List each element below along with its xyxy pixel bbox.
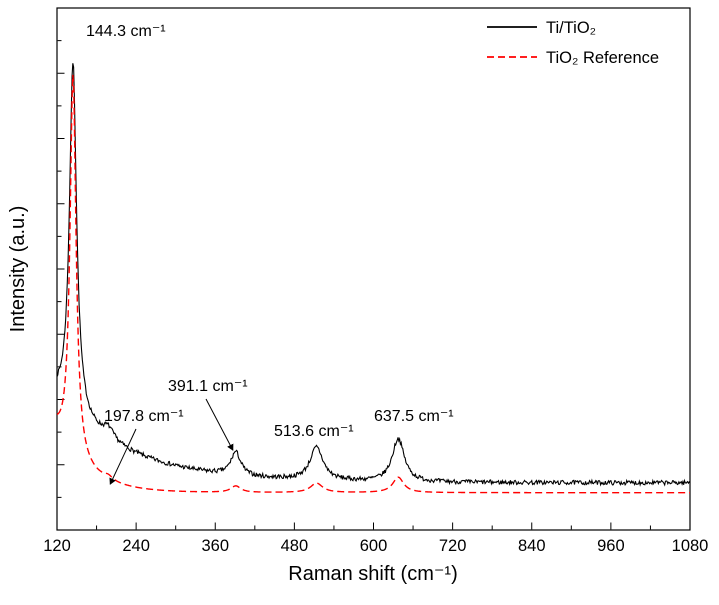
y-axis-title: Intensity (a.u.) bbox=[7, 206, 29, 333]
x-tick-labels: 120 240 360 480 600 720 840 960 1080 bbox=[43, 537, 708, 555]
peak-label-637-5: 637.5 cm⁻¹ bbox=[374, 408, 454, 425]
legend: Ti/TiO₂ TiO₂ Reference bbox=[487, 19, 659, 67]
x-tick-label: 120 bbox=[43, 537, 71, 555]
plot-frame bbox=[56, 7, 691, 531]
x-tick-label: 840 bbox=[518, 537, 546, 555]
series-line-1 bbox=[56, 74, 690, 494]
annotation-arrow-1 bbox=[109, 428, 137, 485]
x-tick-label: 1080 bbox=[672, 537, 709, 555]
x-tick-label: 960 bbox=[597, 537, 625, 555]
annotation-arrow-2 bbox=[205, 398, 234, 451]
axis-ticks bbox=[56, 40, 691, 530]
peak-label-513-6: 513.6 cm⁻¹ bbox=[274, 423, 354, 440]
annotation-arrows bbox=[109, 398, 234, 485]
series-line-0 bbox=[56, 63, 691, 487]
x-tick-label: 240 bbox=[122, 537, 150, 555]
x-axis-title: Raman shift (cm⁻¹) bbox=[288, 563, 457, 585]
peak-annotations: 144.3 cm⁻¹ 197.8 cm⁻¹ 391.1 cm⁻¹ 513.6 c… bbox=[86, 23, 454, 440]
legend-label-ti-tio2: Ti/TiO₂ bbox=[546, 19, 596, 37]
peak-label-197-8: 197.8 cm⁻¹ bbox=[104, 408, 184, 425]
x-tick-label: 720 bbox=[439, 537, 467, 555]
x-tick-label: 480 bbox=[281, 537, 309, 555]
peak-label-391-1: 391.1 cm⁻¹ bbox=[168, 378, 248, 395]
peak-label-144-3: 144.3 cm⁻¹ bbox=[86, 23, 166, 40]
x-tick-label: 360 bbox=[201, 537, 229, 555]
x-tick-label: 600 bbox=[360, 537, 388, 555]
spectra-curves bbox=[56, 63, 691, 494]
legend-label-tio2-reference: TiO₂ Reference bbox=[546, 49, 659, 67]
